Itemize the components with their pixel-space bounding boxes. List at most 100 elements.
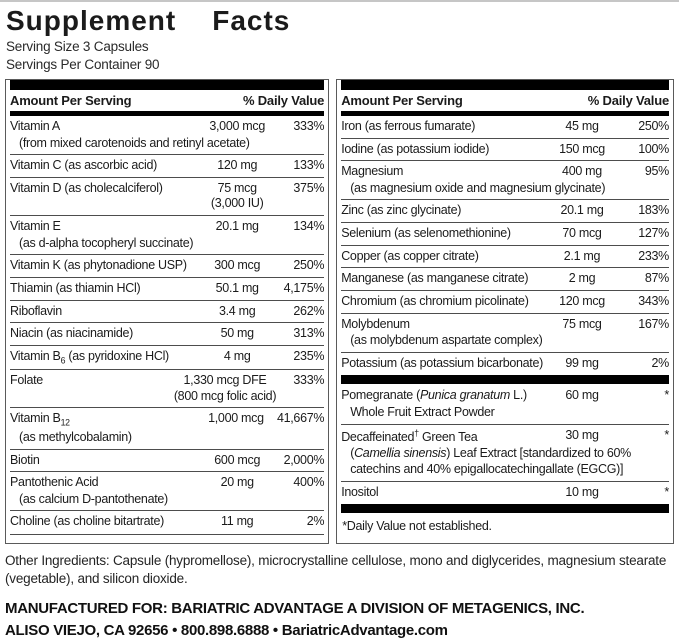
nutrient-subtext: (Camellia sinensis) Leaf Extract [standa… [341, 446, 669, 477]
nutrient-row-main: Vitamin D (as cholecalciferol) 75 mcg (3,0… [10, 181, 324, 212]
nutrient-amount: 2.1 mg [543, 249, 621, 265]
nutrient-row-main: Vitamin C (as ascorbic acid) 120 mg 133% [10, 158, 324, 174]
manufacturer-line: MANUFACTURED FOR: BARIATRIC ADVANTAGE A … [5, 600, 585, 618]
nutrient-row: Biotin 600 mcg 2,000% [10, 448, 324, 472]
text-part: Vitamin B [10, 348, 61, 363]
nutrient-row: Manganese (as manganese citrate) 2 mg 87% [341, 267, 669, 290]
right-facts-table: Amount Per Serving % Daily Value Iron (a… [336, 78, 674, 544]
text-part: Riboflavin [10, 303, 62, 318]
nutrient-row: Pantothenic Acid 20 mg 400% (as calcium D-p… [10, 471, 324, 510]
nutrient-amount: 2 mg [543, 271, 621, 287]
text-part: (as methylcobalamin) [19, 429, 132, 444]
amount-per-serving-label: Amount Per Serving [10, 92, 132, 108]
text-part: 6 [60, 355, 66, 366]
nutrient-row-main: Niacin (as niacinamide) 50 mg 313% [10, 326, 324, 342]
nutrient-daily-value: 250% [638, 118, 669, 133]
text-part: Vitamin B [10, 411, 61, 426]
text-part: Potassium (as potassium bicarbonate) [341, 355, 543, 370]
text-part: Vitamin C (as ascorbic acid) [10, 158, 157, 173]
nutrient-row: Inositol 10 mg * [341, 480, 669, 504]
amount-line: 20.1 mg [215, 219, 259, 234]
text-part: Selenium (as selenomethionine) [341, 226, 511, 241]
nutrient-row: Potassium (as potassium bicarbonate) 99 m… [341, 351, 669, 375]
nutrient-row: Magnesium 400 mg 95% (as magnesium oxide an… [341, 160, 669, 199]
text-part: Chromium (as chromium picolinate) [341, 293, 529, 308]
nutrient-name: Choline (as choline bitartrate) [10, 514, 198, 530]
text-part: Decaffeinated [341, 429, 415, 444]
nutrient-row-main: Riboflavin 3.4 mg 262% [10, 304, 324, 320]
amount-line: (3,000 IU) [210, 196, 264, 211]
nutrient-row-main: Biotin 600 mcg 2,000% [10, 453, 324, 469]
nutrient-daily-value: 87% [644, 271, 669, 286]
daily-value-label: % Daily Value [587, 92, 669, 108]
text-part: Whole Fruit Extract Powder [350, 405, 495, 420]
nutrient-daily-value: 134% [293, 219, 325, 234]
nutrient-row: Molybdenum 75 mcg 167% (as molybdenum aspar… [341, 312, 669, 352]
nutrient-amount: 75 mcg (3,000 IU) [198, 181, 276, 212]
amount-line: 45 mg [565, 118, 599, 133]
text-part: Thiamin (as thiamin HCl) [10, 280, 141, 295]
nutrient-name: Vitamin K (as phytonadione USP) [10, 258, 198, 274]
nutrient-daily-value: 2% [306, 514, 325, 529]
nutrient-row-main: Choline (as choline bitartrate) 11 mg 2% [10, 514, 324, 530]
nutrient-name: Magnesium [341, 164, 543, 180]
nutrient-daily-value: 333% [293, 373, 325, 388]
nutrient-row: Vitamin B12 1,000 mcg 41,667% (as methylcob… [10, 407, 324, 448]
title-word-supplement: Supplement [6, 5, 177, 36]
nutrient-row: Vitamin K (as phytonadione USP) 300 mcg 25… [10, 254, 324, 277]
amount-line: 60 mg [565, 388, 599, 403]
nutrient-name: Pantothenic Acid [10, 475, 198, 491]
nutrient-amount: 10 mg [543, 485, 621, 501]
nutrient-amount: 150 mcg [543, 142, 621, 158]
text-part: Vitamin K (as phytonadione USP) [10, 258, 187, 273]
nutrient-daily-value: 183% [638, 203, 669, 218]
nutrient-name: Potassium (as potassium bicarbonate) [341, 356, 543, 372]
nutrient-amount: 120 mg [198, 158, 276, 174]
nutrient-daily-value: 400% [293, 475, 325, 490]
text-part: (from mixed carotenoids and retinyl acet… [19, 135, 250, 150]
nutrient-name: Chromium (as chromium picolinate) [341, 294, 543, 310]
nutrient-amount: 120 mcg [543, 294, 621, 310]
text-part: † [414, 427, 419, 438]
amount-line: 600 mcg [214, 452, 261, 467]
nutrient-daily-value: 2,000% [283, 452, 325, 467]
amount-line: 1,330 mcg DFE [183, 373, 267, 388]
nutrient-daily-value: * [664, 484, 669, 499]
amount-per-serving-label: Amount Per Serving [341, 92, 463, 108]
amount-line: 120 mcg [559, 293, 605, 308]
amount-line: 30 mg [565, 427, 599, 442]
nutrient-row-main: Folate 1,330 mcg DFE (800 mcg folic acid) 3… [10, 373, 324, 404]
daily-value-label: % Daily Value [242, 92, 325, 108]
footer: MANUFACTURED FOR: BARIATRIC ADVANTAGE A … [5, 598, 674, 642]
nutrient-daily-value: 235% [293, 348, 325, 363]
nutrient-row: Pomegranate (Punica granatum L.) 60 mg * Wh… [341, 385, 669, 423]
amount-line: 2 mg [568, 271, 596, 286]
amount-line: 3,000 mcg [209, 118, 266, 133]
text-part: ) Leaf Extract [standardized to 60% cate… [350, 446, 631, 477]
nutrient-row-main: Pomegranate (Punica granatum L.) 60 mg * [341, 388, 669, 404]
nutrient-daily-value: 250% [293, 258, 325, 273]
column-header: Amount Per Serving % Daily Value [10, 90, 324, 111]
nutrient-row-main: Pantothenic Acid 20 mg 400% [10, 475, 324, 491]
nutrient-amount: 20.1 mg [543, 203, 621, 219]
nutrient-daily-value: 127% [638, 226, 669, 241]
text-part: Molybdenum [341, 316, 410, 331]
nutrient-row-main: Decaffeinated† Green Tea 30 mg * [341, 428, 669, 446]
text-part: ( [350, 446, 355, 461]
nutrient-name: Vitamin E [10, 219, 198, 235]
nutrient-row-main: Vitamin E 20.1 mg 134% [10, 219, 324, 235]
nutrient-name: Vitamin C (as ascorbic acid) [10, 158, 198, 174]
text-part: Vitamin E [10, 219, 61, 234]
amount-line: 75 mcg [562, 316, 602, 331]
amount-line: 70 mcg [562, 226, 602, 241]
nutrient-row: Vitamin C (as ascorbic acid) 120 mg 133% [10, 154, 324, 177]
nutrient-amount: 600 mcg [198, 453, 276, 469]
nutrient-row-main: Vitamin B6 (as pyridoxine HCl) 4 mg 235% [10, 349, 324, 366]
nutrient-subtext: (as calcium D-pantothenate) [10, 492, 324, 508]
nutrient-daily-value: 343% [638, 293, 669, 308]
nutrient-row: Niacin (as niacinamide) 50 mg 313% [10, 322, 324, 345]
nutrient-name: Vitamin B6 (as pyridoxine HCl) [10, 349, 198, 366]
text-part: Green Tea [418, 429, 478, 444]
nutrient-daily-value: * [664, 388, 669, 403]
